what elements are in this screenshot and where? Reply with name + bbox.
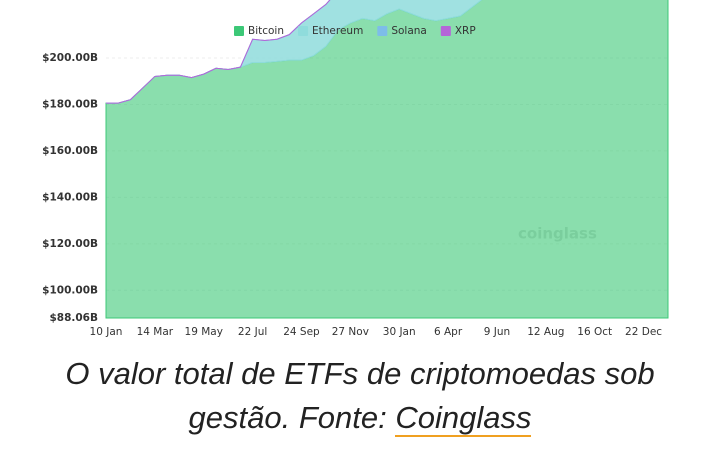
y-tick-label: $120.00B — [42, 238, 98, 250]
x-tick-label: 24 Sep — [283, 326, 320, 338]
chart: $88.06B $100.00B $120.00B $140.00B $160.00B $… — [42, 0, 669, 338]
legend-label: Solana — [391, 25, 427, 37]
x-tick-label: 12 Aug — [527, 326, 564, 338]
legend-swatch — [440, 26, 451, 36]
y-tick-label: $100.00B — [42, 284, 98, 296]
x-tick-label: 6 Apr — [434, 326, 463, 338]
y-tick-label: $180.00B — [42, 98, 98, 110]
caption-text: O valor total de ETFs de criptomoedas so… — [65, 356, 655, 435]
legend-label: XRP — [455, 25, 476, 37]
legend-swatch — [377, 26, 388, 36]
y-tick-label: $160.00B — [42, 145, 98, 157]
legend-swatch — [298, 26, 309, 36]
x-tick-label: 10 Jan — [90, 326, 123, 338]
x-tick-label: 22 Jul — [238, 326, 267, 338]
x-tick-label: 16 Oct — [577, 326, 612, 338]
x-tick-label: 27 Nov — [332, 326, 369, 338]
y-tick-label: $200.00B — [42, 52, 98, 64]
y-tick-label: $140.00B — [42, 191, 98, 203]
x-tick-label: 30 Jan — [383, 326, 416, 338]
x-tick-label: 9 Jun — [484, 326, 510, 338]
x-tick-label: 22 Dec — [625, 326, 662, 338]
legend-swatch — [234, 26, 244, 36]
area — [105, 0, 669, 319]
x-tick-label: 14 Mar — [137, 326, 174, 338]
y-tick-label: $88.06B — [49, 312, 98, 324]
area — [106, 0, 331, 104]
caption: O valor total de ETFs de criptomoedas so… — [50, 352, 670, 440]
caption-link[interactable]: Coinglass — [395, 400, 532, 437]
legend-label: Bitcoin — [248, 25, 284, 37]
x-tick-label: 19 May — [185, 326, 223, 338]
legend-label: Ethereum — [312, 25, 363, 37]
